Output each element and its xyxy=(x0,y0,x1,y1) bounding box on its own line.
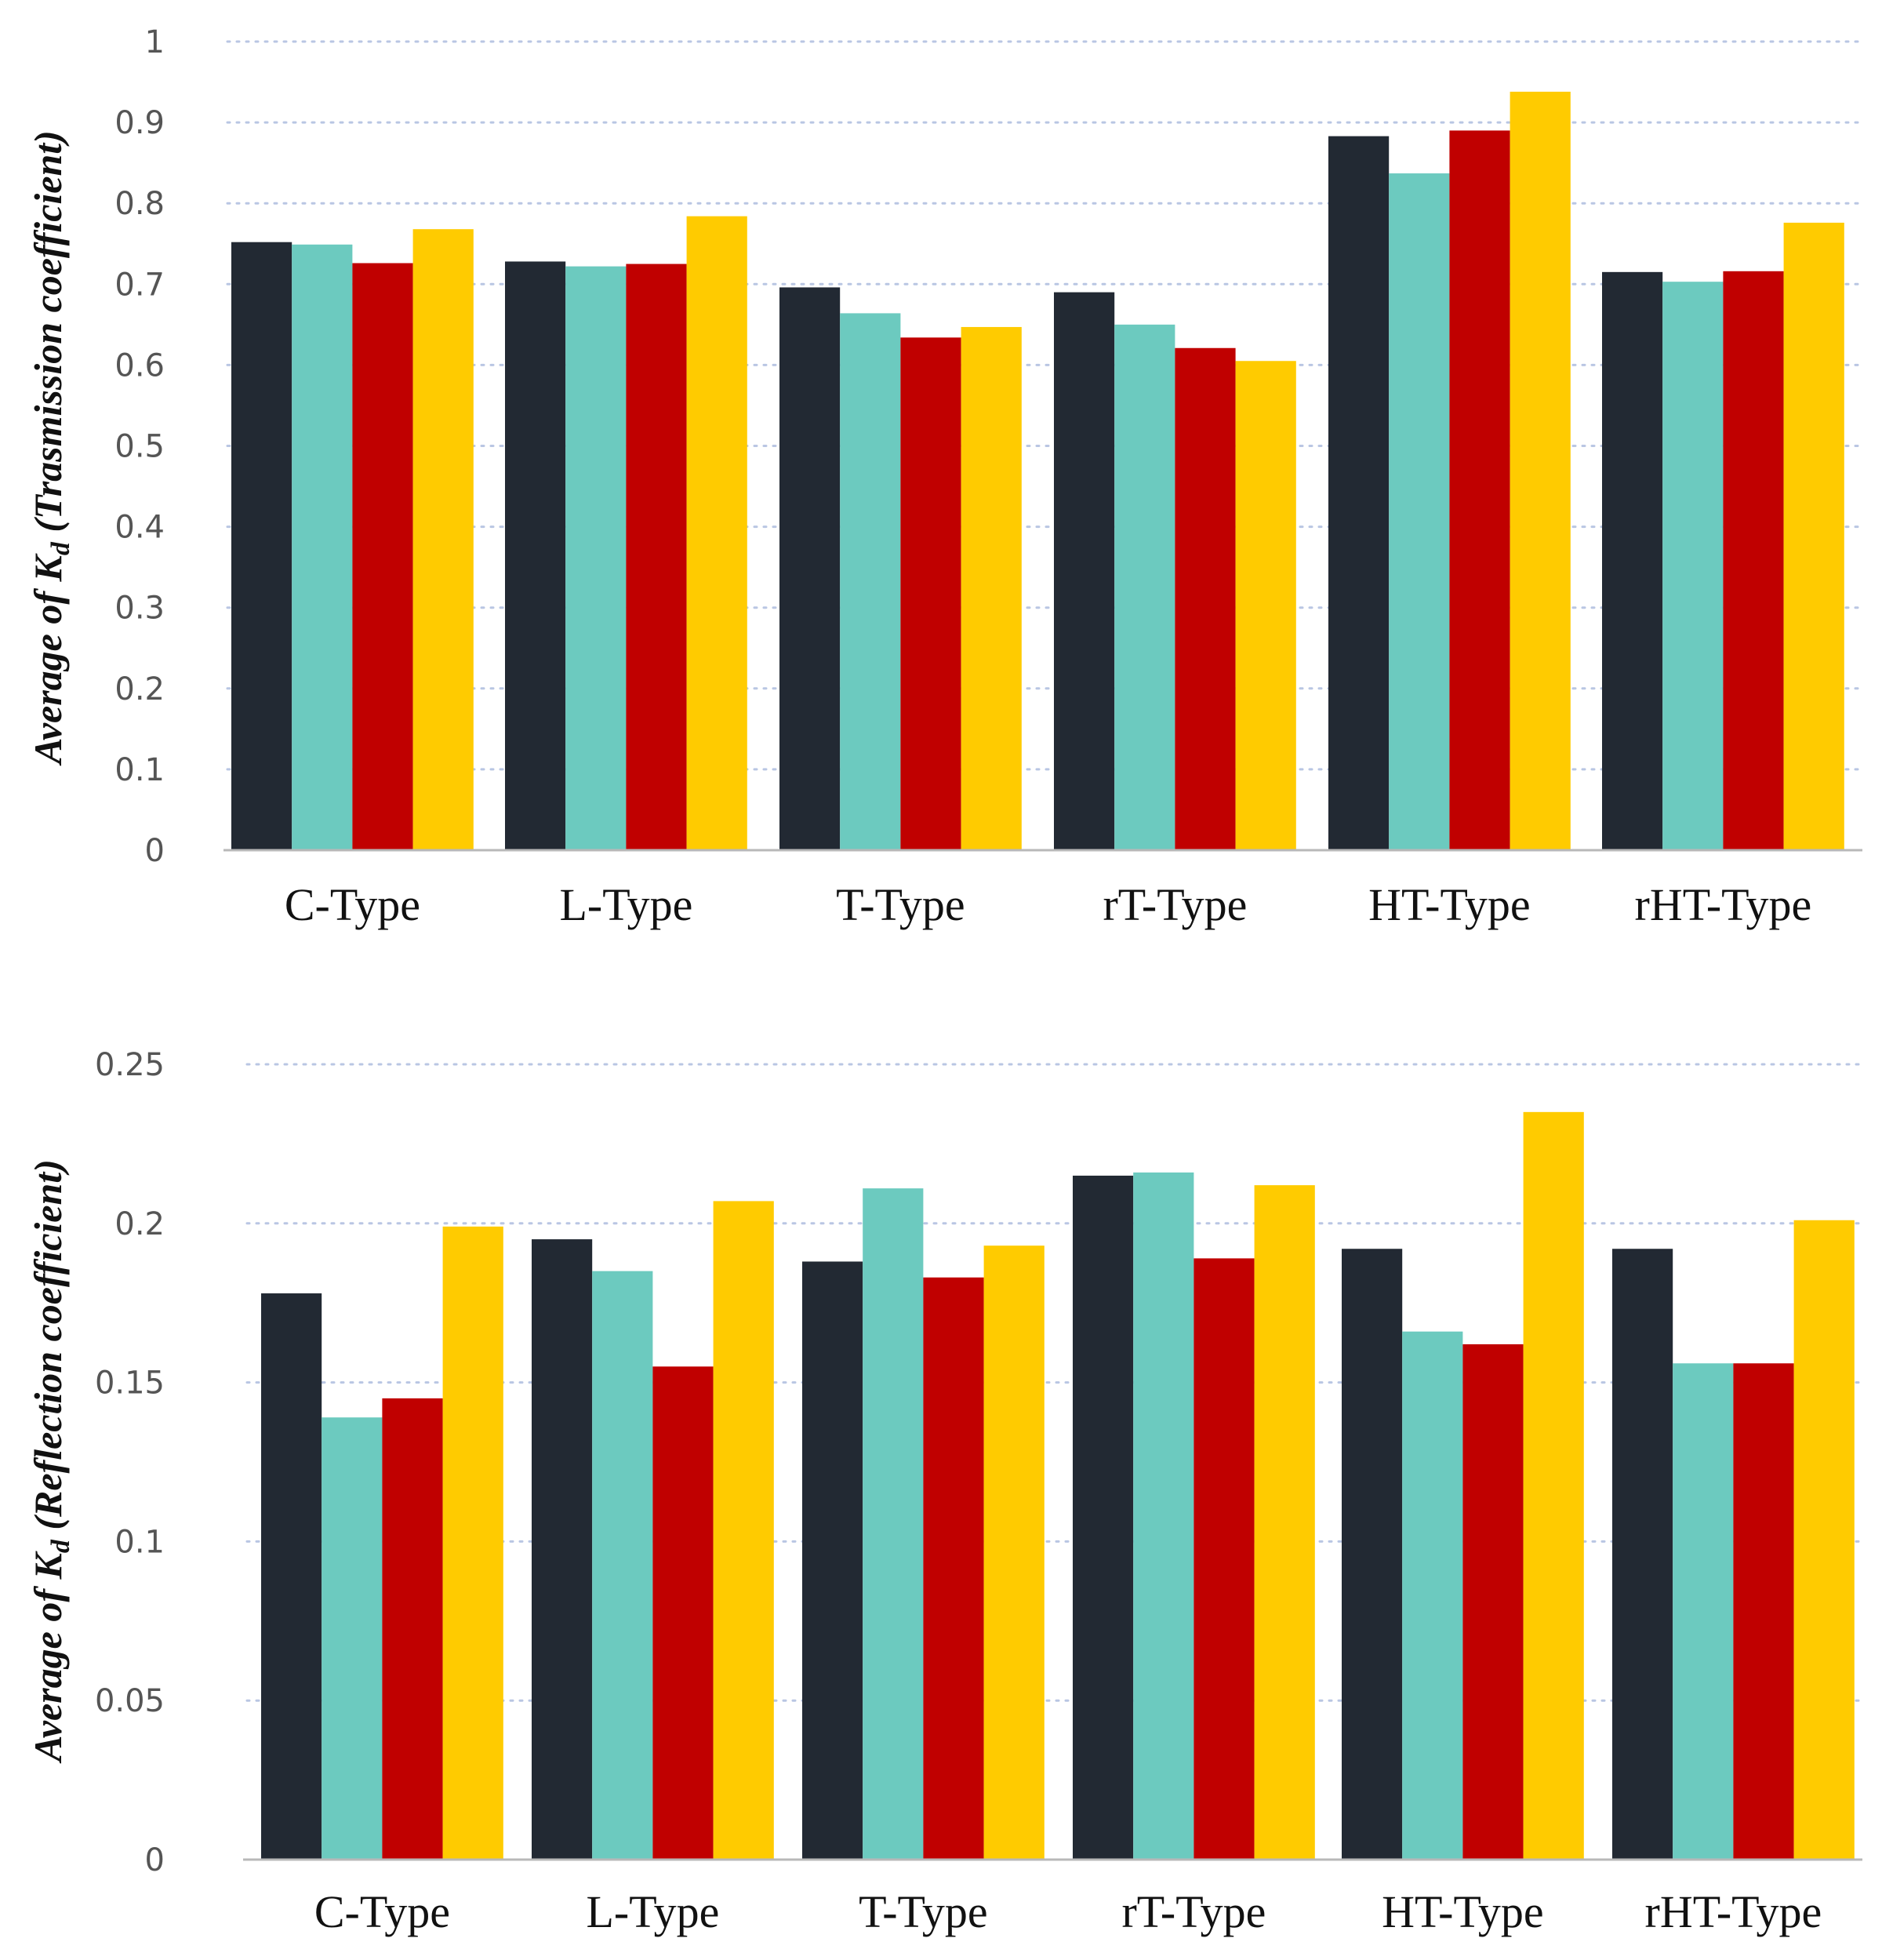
y-tick-label: 0 xyxy=(145,833,165,869)
bar-ht-type-series-4 xyxy=(1523,1111,1584,1860)
y-tick-label: 0.7 xyxy=(114,267,165,303)
bar-c-type-series-4 xyxy=(412,229,474,850)
x-tick-label: L-Type xyxy=(559,879,692,930)
x-tick-label: rT-Type xyxy=(1121,1886,1266,1937)
y-tick-label: 0.1 xyxy=(114,752,165,788)
y-tick-label: 0.3 xyxy=(114,591,165,627)
y-tick-label: 0.1 xyxy=(114,1524,165,1560)
x-tick-label: rT-Type xyxy=(1103,879,1247,930)
bar-rt-type-series-4 xyxy=(1254,1185,1315,1860)
bar-ht-type-series-3 xyxy=(1449,130,1510,850)
bar-rt-type-series-1 xyxy=(1073,1175,1134,1860)
bar-l-type-series-2 xyxy=(565,266,627,850)
y-axis-label-subscript: d xyxy=(46,1539,75,1553)
y-tick-label: 0.6 xyxy=(114,347,165,384)
y-tick-label: 0.5 xyxy=(114,429,165,465)
bar-ht-type-series-4 xyxy=(1510,91,1571,850)
y-axis-label: Average of Kd (Reflection coefficient) xyxy=(26,1159,75,1764)
y-axis-label-suffix: (Trasmission coefficient) xyxy=(26,130,70,542)
x-tick-label: T-Type xyxy=(836,879,965,930)
y-tick-label: 0 xyxy=(145,1842,165,1878)
bar-l-type-series-4 xyxy=(686,216,747,850)
bar-c-type-series-3 xyxy=(382,1398,443,1860)
bar-rht-type-series-2 xyxy=(1662,282,1724,850)
transmission-chart: 0 0.1 0.2 0.3 0.4 0.5 0.6 0.7 0.8 0.9 1 C-Type L-Typ… xyxy=(26,24,1864,930)
bar-l-type-series-1 xyxy=(505,261,566,850)
bar-t-type-series-3 xyxy=(923,1277,984,1860)
bar-t-type-series-1 xyxy=(802,1261,863,1860)
bar-t-type-series-2 xyxy=(863,1188,924,1860)
bar-rt-type-series-3 xyxy=(1175,347,1236,850)
bar-t-type-series-2 xyxy=(840,313,901,850)
bar-t-type-series-3 xyxy=(900,337,961,850)
y-tick-label: 0.25 xyxy=(95,1047,165,1083)
bar-rht-type-series-4 xyxy=(1783,222,1844,851)
bar-rht-type-series-3 xyxy=(1733,1363,1794,1860)
bar-ht-type-series-2 xyxy=(1389,173,1450,851)
bar-rht-type-series-1 xyxy=(1612,1249,1673,1860)
bar-l-type-series-4 xyxy=(713,1201,774,1860)
bar-c-type-series-1 xyxy=(231,242,292,850)
x-tick-label: HT-Type xyxy=(1368,879,1530,930)
bar-ht-type-series-1 xyxy=(1328,136,1390,850)
y-axis-label: Average of Kd (Trasmission coefficient) xyxy=(26,130,75,766)
x-tick-label: C-Type xyxy=(285,879,420,930)
bar-c-type-series-2 xyxy=(292,244,353,850)
y-tick-label: 1 xyxy=(145,24,165,60)
bar-rht-type-series-3 xyxy=(1723,271,1784,851)
bar-c-type-series-4 xyxy=(442,1226,503,1860)
bar-l-type-series-3 xyxy=(652,1366,714,1860)
bar-rht-type-series-4 xyxy=(1793,1220,1855,1860)
bar-rt-type-series-3 xyxy=(1194,1258,1255,1860)
y-axis-label-prefix: Average of K xyxy=(26,1551,70,1764)
y-tick-label: 0.05 xyxy=(95,1683,165,1719)
x-tick-label: rHT-Type xyxy=(1645,1886,1822,1937)
bar-c-type-series-1 xyxy=(261,1293,322,1860)
y-tick-label: 0.2 xyxy=(114,1206,165,1242)
x-tick-label: C-Type xyxy=(314,1886,450,1937)
bar-rht-type-series-1 xyxy=(1602,271,1663,851)
bar-rt-type-series-4 xyxy=(1235,361,1296,850)
bar-l-type-series-3 xyxy=(626,264,687,850)
reflection-chart: 0 0.05 0.1 0.15 0.2 0.25 C-Type L-Type T-Type rT-… xyxy=(26,1047,1864,1937)
bar-rht-type-series-2 xyxy=(1673,1363,1734,1860)
bar-t-type-series-4 xyxy=(961,326,1022,850)
x-tick-label: HT-Type xyxy=(1382,1886,1543,1937)
bar-rt-type-series-2 xyxy=(1114,324,1175,851)
bar-l-type-series-1 xyxy=(532,1239,593,1860)
y-axis-label-subscript: d xyxy=(46,541,75,555)
y-tick-label: 0.15 xyxy=(95,1365,165,1402)
bar-ht-type-series-3 xyxy=(1462,1344,1524,1860)
x-tick-label: rHT-Type xyxy=(1635,879,1812,930)
x-tick-label: L-Type xyxy=(586,1886,719,1937)
bar-ht-type-series-2 xyxy=(1402,1331,1463,1860)
y-axis-label-suffix: (Reflection coefficient) xyxy=(26,1159,70,1540)
y-tick-label: 0.8 xyxy=(114,186,165,222)
bar-c-type-series-3 xyxy=(352,263,413,850)
bar-rt-type-series-1 xyxy=(1054,292,1115,850)
bar-rt-type-series-2 xyxy=(1133,1172,1194,1860)
y-tick-label: 0.4 xyxy=(114,510,165,546)
y-axis-label-prefix: Average of K xyxy=(26,552,70,765)
bar-c-type-series-2 xyxy=(322,1417,383,1860)
bar-t-type-series-1 xyxy=(779,287,841,850)
bar-ht-type-series-1 xyxy=(1342,1249,1403,1860)
bar-l-type-series-2 xyxy=(592,1271,653,1860)
y-tick-label: 0.9 xyxy=(114,105,165,141)
y-tick-label: 0.2 xyxy=(114,671,165,707)
x-tick-label: T-Type xyxy=(859,1886,988,1937)
bar-t-type-series-4 xyxy=(983,1245,1045,1860)
